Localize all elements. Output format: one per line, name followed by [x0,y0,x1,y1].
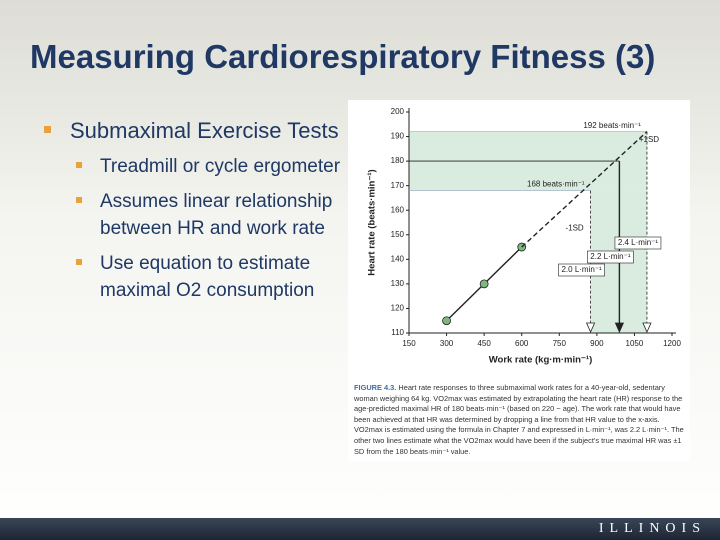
drop-label-frame [587,250,634,264]
caption-label: FIGURE 4.3. [354,383,397,392]
y-tick-label: 160 [391,205,405,214]
drop-label-frame [614,236,662,250]
drop-label: 2.4 L·min⁻¹ [618,238,659,247]
caption-text: Heart rate responses to three submaximal… [354,383,684,456]
data-line [521,131,648,248]
data-point [442,316,451,326]
y-axis-label: Heart rate (beats·min⁻¹) [367,169,378,275]
y-tick-label: 150 [391,230,405,239]
data-point [479,279,489,289]
x-tick-label: 450 [477,339,491,348]
y-tick-label: 170 [391,181,405,190]
y-tick-label: 200 [391,107,405,116]
chart: 110 120 130 140 150 160 170 180 190 200 150 300 450 6… [367,107,682,366]
x-tick-label: 1200 [663,339,681,348]
footer-text: ILLINOIS [598,521,706,536]
drop-arrow [614,322,625,333]
x-tick-label: 1050 [626,339,644,348]
drop-label-box: 2.2 L·min⁻¹ [587,250,634,264]
x-tick-label: 150 [402,339,416,348]
drop-label-box: 2.4 L·min⁻¹ [614,236,662,250]
caption: FIGURE 4.3. Heart rate responses to thre… [354,383,684,457]
sub-bullet: Assumes linear relationship between HR a… [76,188,344,242]
drop-label: 2.0 L·min⁻¹ [561,265,602,274]
slide-title: Measuring Cardiorespiratory Fitness (3) [30,38,656,75]
footer-bar: ILLINOIS [0,518,720,540]
y-tick-label: 110 [391,328,404,337]
x-tick-label: 600 [515,339,529,348]
y-tick-label: 130 [391,279,405,288]
x-axis-label: Work rate (kg·m·min⁻¹) [489,355,593,366]
reference-label: 192 beats·min⁻¹ [583,121,641,130]
drop-arrow [585,322,596,333]
bullet: Submaximal Exercise Tests [44,116,344,145]
figure: 110 120 130 140 150 160 170 180 190 200 150 300 450 6… [348,100,690,462]
y-tick-label: 180 [391,156,405,165]
drop-label-box: 2.0 L·min⁻¹ [558,263,605,277]
y-tick-label: 140 [391,254,405,263]
drop-arrow [642,322,652,333]
sd-label: -1SD [565,224,583,233]
y-tick-label: 190 [391,132,405,141]
x-tick-label: 750 [553,339,567,348]
drop-label: 2.2 L·min⁻¹ [590,252,631,261]
y-tick-label: 120 [391,304,405,313]
x-tick-label: 300 [440,339,454,348]
drop-label-frame [558,263,605,277]
reference-label: 168 beats·min⁻¹ [527,180,585,189]
sd-label: +1SD [639,135,659,144]
x-tick-label: 900 [590,339,604,348]
sub-bullet: Treadmill or cycle ergometer [76,153,344,180]
sub-bullet: Use equation to estimate maximal O2 cons… [76,250,344,304]
bullet-list: Submaximal Exercise Tests Treadmill or c… [44,116,344,304]
